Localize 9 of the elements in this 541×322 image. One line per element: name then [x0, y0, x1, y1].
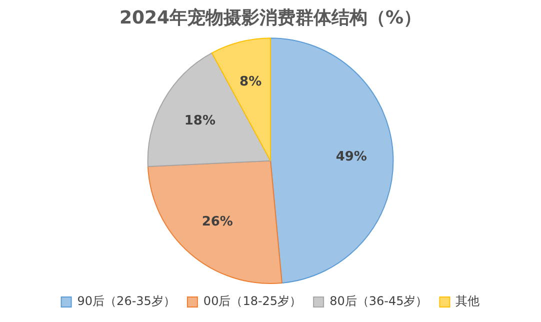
data-label: 26% [202, 214, 233, 230]
legend-label: 其他 [456, 294, 480, 308]
chart-title: 2024年宠物摄影消费群体结构（%） [119, 7, 422, 28]
data-label: 8% [240, 74, 262, 90]
legend-label: 00后（18-25岁） [203, 294, 302, 308]
data-label: 49% [336, 149, 367, 164]
legend-label: 90后（26-35岁） [77, 294, 176, 308]
data-label: 18% [184, 113, 216, 128]
legend-label: 80后（36-45岁） [330, 294, 428, 308]
